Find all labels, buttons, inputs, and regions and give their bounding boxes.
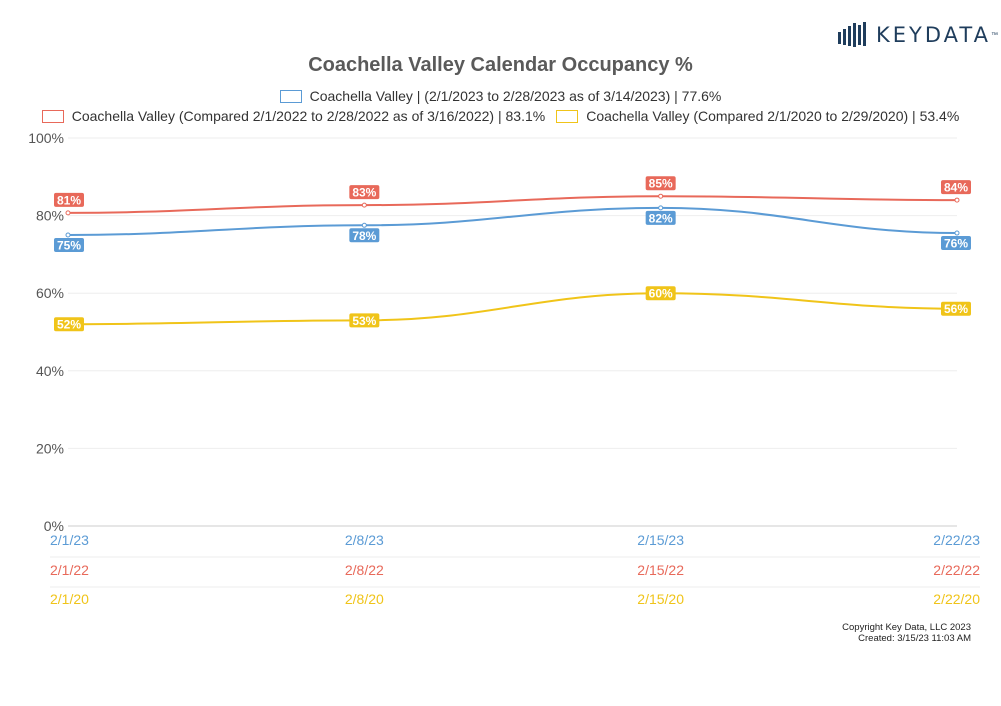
legend-row-2: Coachella Valley (Compared 2/1/2022 to 2… [0, 108, 1001, 124]
data-label-bg [645, 210, 676, 225]
y-tick-label: 60% [36, 285, 64, 301]
logo-text: KEYDATA [876, 23, 991, 47]
data-point [65, 210, 71, 216]
legend-item-2023[interactable]: Coachella Valley | (2/1/2023 to 2/28/202… [279, 88, 722, 104]
data-label-bg [349, 313, 380, 328]
x-tick-label: 2/1/20 [50, 591, 89, 607]
series-line [67, 206, 958, 236]
series-line [67, 292, 958, 326]
x-tick-label: 2/15/22 [637, 562, 684, 578]
data-point [361, 222, 367, 228]
legend-label-2023: Coachella Valley | (2/1/2023 to 2/28/202… [309, 88, 722, 104]
data-label: 82% [649, 211, 673, 225]
copyright-line: Copyright Key Data, LLC 2023 [842, 622, 971, 633]
data-label-bg [645, 286, 676, 301]
data-label-bg [349, 228, 380, 243]
created-line: Created: 3/15/23 11:03 AM [858, 633, 971, 644]
data-label-bg [349, 185, 380, 200]
legend-label-2022: Coachella Valley (Compared 2/1/2022 to 2… [71, 108, 546, 124]
y-tick-label: 0% [44, 518, 64, 534]
legend-item-2020[interactable]: Coachella Valley (Compared 2/1/2020 to 2… [556, 108, 959, 124]
legend-item-2022[interactable]: Coachella Valley (Compared 2/1/2022 to 2… [41, 108, 546, 124]
copyright-block: Copyright Key Data, LLC 2023 Created: 3/… [842, 622, 971, 644]
x-tick-label: 2/1/22 [50, 562, 89, 578]
y-tick-label: 80% [36, 208, 64, 224]
data-label-bg [941, 301, 971, 316]
x-tick-label: 2/8/23 [345, 532, 384, 548]
data-label: 84% [944, 181, 968, 195]
data-label-bg [645, 176, 676, 191]
data-point [954, 230, 960, 236]
data-label-bg [941, 236, 971, 251]
data-point [361, 202, 367, 208]
legend-swatch-2020 [556, 109, 579, 123]
series-line [67, 195, 958, 214]
data-point [658, 205, 664, 211]
x-tick-label: 2/8/20 [345, 591, 384, 607]
data-label-bg [54, 317, 84, 332]
data-label-bg [941, 180, 971, 195]
x-tick-label: 2/15/20 [637, 591, 684, 607]
data-point [65, 232, 71, 238]
x-tick-label: 2/22/23 [933, 532, 980, 548]
y-tick-label: 100% [28, 130, 64, 146]
data-point [658, 193, 664, 199]
legend-row-1: Coachella Valley | (2/1/2023 to 2/28/202… [0, 88, 1001, 104]
data-label: 81% [57, 193, 81, 207]
data-label: 60% [649, 287, 673, 301]
y-tick-label: 40% [36, 363, 64, 379]
data-label: 85% [649, 177, 673, 191]
x-tick-label: 2/8/22 [345, 562, 384, 578]
logo-trademark: ™ [990, 31, 998, 39]
data-label-bg [54, 192, 84, 207]
data-label: 76% [944, 237, 968, 251]
x-tick-label: 2/1/23 [50, 532, 89, 548]
data-point [954, 197, 960, 203]
chart-title: Coachella Valley Calendar Occupancy % [308, 54, 693, 76]
data-label: 75% [57, 239, 81, 253]
x-tick-label: 2/22/22 [933, 562, 980, 578]
x-tick-label: 2/15/23 [637, 532, 684, 548]
data-label: 83% [352, 186, 376, 200]
data-label: 78% [352, 229, 376, 243]
legend-label-2020: Coachella Valley (Compared 2/1/2020 to 2… [586, 108, 960, 124]
legend-swatch-2023 [279, 89, 302, 103]
keydata-logo: KEYDATA ™ [838, 20, 998, 50]
y-tick-label: 20% [36, 440, 64, 456]
legend-swatch-2022 [41, 109, 64, 123]
keydata-bars-icon [838, 22, 866, 47]
x-tick-label: 2/22/20 [933, 591, 980, 607]
data-label-bg [54, 238, 84, 252]
data-label: 56% [944, 302, 968, 316]
data-label: 52% [57, 318, 81, 332]
data-label: 53% [352, 314, 376, 328]
